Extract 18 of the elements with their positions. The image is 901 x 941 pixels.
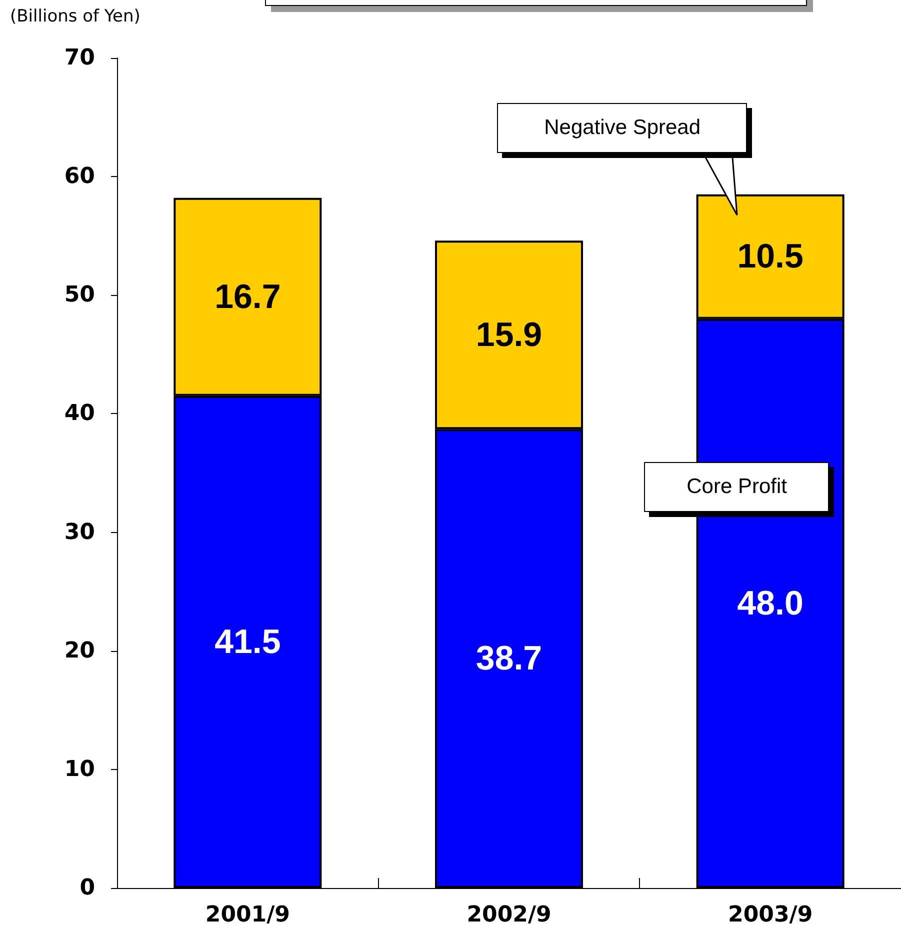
data-label: 10.5 [737,238,804,276]
data-label: 38.7 [476,640,542,678]
y-tick-label: 30 [64,520,95,545]
y-tick-label: 50 [64,282,95,308]
y-tick-label: 20 [64,638,95,664]
data-label: 48.0 [737,584,804,622]
data-label: 15.9 [476,316,542,354]
x-tick-label: 2002/9 [466,902,552,928]
data-label: 41.5 [214,622,281,661]
y-tick-label: 0 [80,876,95,900]
y-tick-label: 70 [64,46,95,70]
x-tick-label: 2001/9 [205,902,290,928]
y-tick-label: 40 [64,401,95,426]
x-tick-label: 2003/9 [728,902,813,928]
y-axis-title: (Billions of Yen) [10,6,140,26]
y-tick-label: 60 [64,164,95,190]
data-label: 16.7 [214,278,281,316]
y-tick-label: 10 [64,756,95,782]
